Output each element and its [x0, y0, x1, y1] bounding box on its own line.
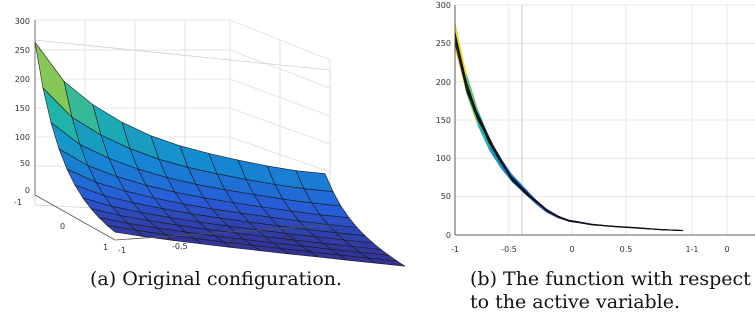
series-lines	[454, 21, 684, 232]
caption-b-line2: to the active variable.	[470, 291, 681, 313]
series-line	[454, 42, 684, 232]
z-tick-label: 100	[15, 133, 30, 142]
x-tick-label: -0.5	[172, 242, 188, 251]
x-tick-label: 0.5	[283, 234, 296, 243]
y-tick-label: 50	[441, 192, 451, 201]
x-tick-label: -1	[451, 245, 459, 254]
x-tick-label: 0.5	[620, 245, 633, 254]
axis-lines	[454, 5, 755, 236]
projection-plot: 300 250 200 150 100 50 0 -1 -0.5 0 0.5 1…	[436, 1, 755, 254]
x-tick-labels: -1 -0.5 0 0.5 1	[118, 229, 339, 255]
y-tick-labels: 300 250 200 150 100 50 0	[436, 1, 451, 240]
y-tick-label: 300	[436, 1, 451, 10]
y-tick-label: 250	[436, 39, 451, 48]
z-tick-label: 0	[25, 186, 30, 195]
x-tick-label: 0	[724, 245, 729, 254]
y-tick-label: 100	[436, 154, 451, 163]
z-tick-label: 150	[15, 104, 30, 113]
z-tick-label: 50	[20, 159, 30, 168]
z-tick-labels: 300 250 200 150 100 50 0	[15, 17, 30, 195]
x-axis-line	[114, 224, 331, 241]
x-tick-label: 0	[231, 238, 236, 247]
y-tick-label: 0	[60, 222, 65, 231]
axis-lines	[34, 20, 331, 241]
y-tick-label: 150	[436, 116, 451, 125]
x-tick-labels: -1 -0.5 0 0.5 1-1 0	[451, 245, 730, 254]
caption-b-line1: (b) The function with respect	[470, 268, 751, 290]
y-tick-label: 1	[103, 243, 108, 252]
x-tick-label: -1	[118, 246, 126, 255]
y-tick-label: -1	[14, 198, 22, 207]
z-tick-label: 300	[15, 17, 30, 26]
x-tick-label: -0.5	[501, 245, 517, 254]
x-tick-label: 0	[569, 245, 574, 254]
y-axis-line	[34, 194, 116, 241]
z-tick-label: 200	[15, 75, 30, 84]
surface-patch	[367, 257, 406, 267]
surface-plot: 300 250 200 150 100 50 0 -1 0 1 -1 -0.5 …	[14, 17, 406, 267]
y-tick-labels: -1 0 1	[14, 198, 108, 252]
z-tick-label: 250	[15, 46, 30, 55]
caption-a: (a) Original configuration.	[90, 268, 343, 290]
y-tick-label: 0	[446, 231, 451, 240]
y-tick-label: 200	[436, 78, 451, 87]
x-tick-label: 1	[334, 229, 339, 238]
x-tick-label: 1-1	[685, 245, 698, 254]
